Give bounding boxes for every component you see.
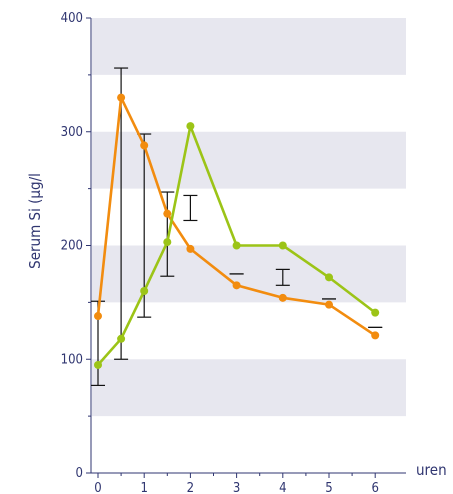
x-tick-label: 2 — [187, 481, 194, 494]
series-0-point — [232, 281, 241, 290]
series-1-point — [371, 308, 380, 317]
tick-labels: 0 100 200 300 400 0 1 2 3 4 5 6 — [61, 11, 379, 494]
x-axis-label: uren — [416, 461, 447, 479]
series-1-point — [94, 360, 102, 369]
x-tick-label: 4 — [279, 481, 286, 494]
x-tick-label: 3 — [233, 481, 240, 494]
series-0-point — [163, 209, 172, 218]
y-tick-label: 100 — [61, 352, 83, 367]
series-1-point — [117, 334, 126, 343]
x-tick-label: 5 — [325, 481, 332, 494]
series-0-point — [94, 312, 102, 321]
y-tick-label: 0 — [76, 466, 83, 481]
band-2 — [92, 131, 406, 189]
series-points — [94, 93, 380, 369]
x-tick-label: 1 — [140, 481, 147, 494]
band-0 — [92, 359, 406, 417]
series-0-point — [140, 141, 149, 150]
y-tick-label: 400 — [61, 11, 83, 26]
y-tick-label: 300 — [61, 125, 83, 140]
series-0-point — [371, 331, 380, 340]
error-bars — [91, 67, 383, 387]
series-0-point — [186, 244, 195, 253]
error-bar-6 — [275, 268, 290, 286]
series-0-point — [278, 293, 287, 302]
series-1-point — [325, 273, 333, 282]
background-bands — [92, 18, 406, 417]
error-bar-3 — [160, 191, 175, 277]
series-1-point — [140, 287, 149, 295]
series-0-point — [117, 93, 126, 102]
x-tick-label: 6 — [371, 481, 378, 494]
y-axis-label: Serum Si (µg/l — [26, 173, 44, 269]
series-1-point — [163, 238, 172, 247]
error-bar-4 — [183, 194, 198, 222]
error-bar-1 — [114, 67, 129, 360]
series-0-point — [325, 300, 333, 309]
band-1 — [92, 245, 406, 303]
x-tick-label: 0 — [94, 481, 101, 494]
series-1-point — [278, 241, 287, 250]
y-tick-label: 200 — [61, 239, 83, 254]
band-3 — [92, 18, 406, 75]
axes — [86, 17, 406, 478]
series-1-point — [232, 241, 241, 250]
series-1-point — [186, 122, 195, 131]
